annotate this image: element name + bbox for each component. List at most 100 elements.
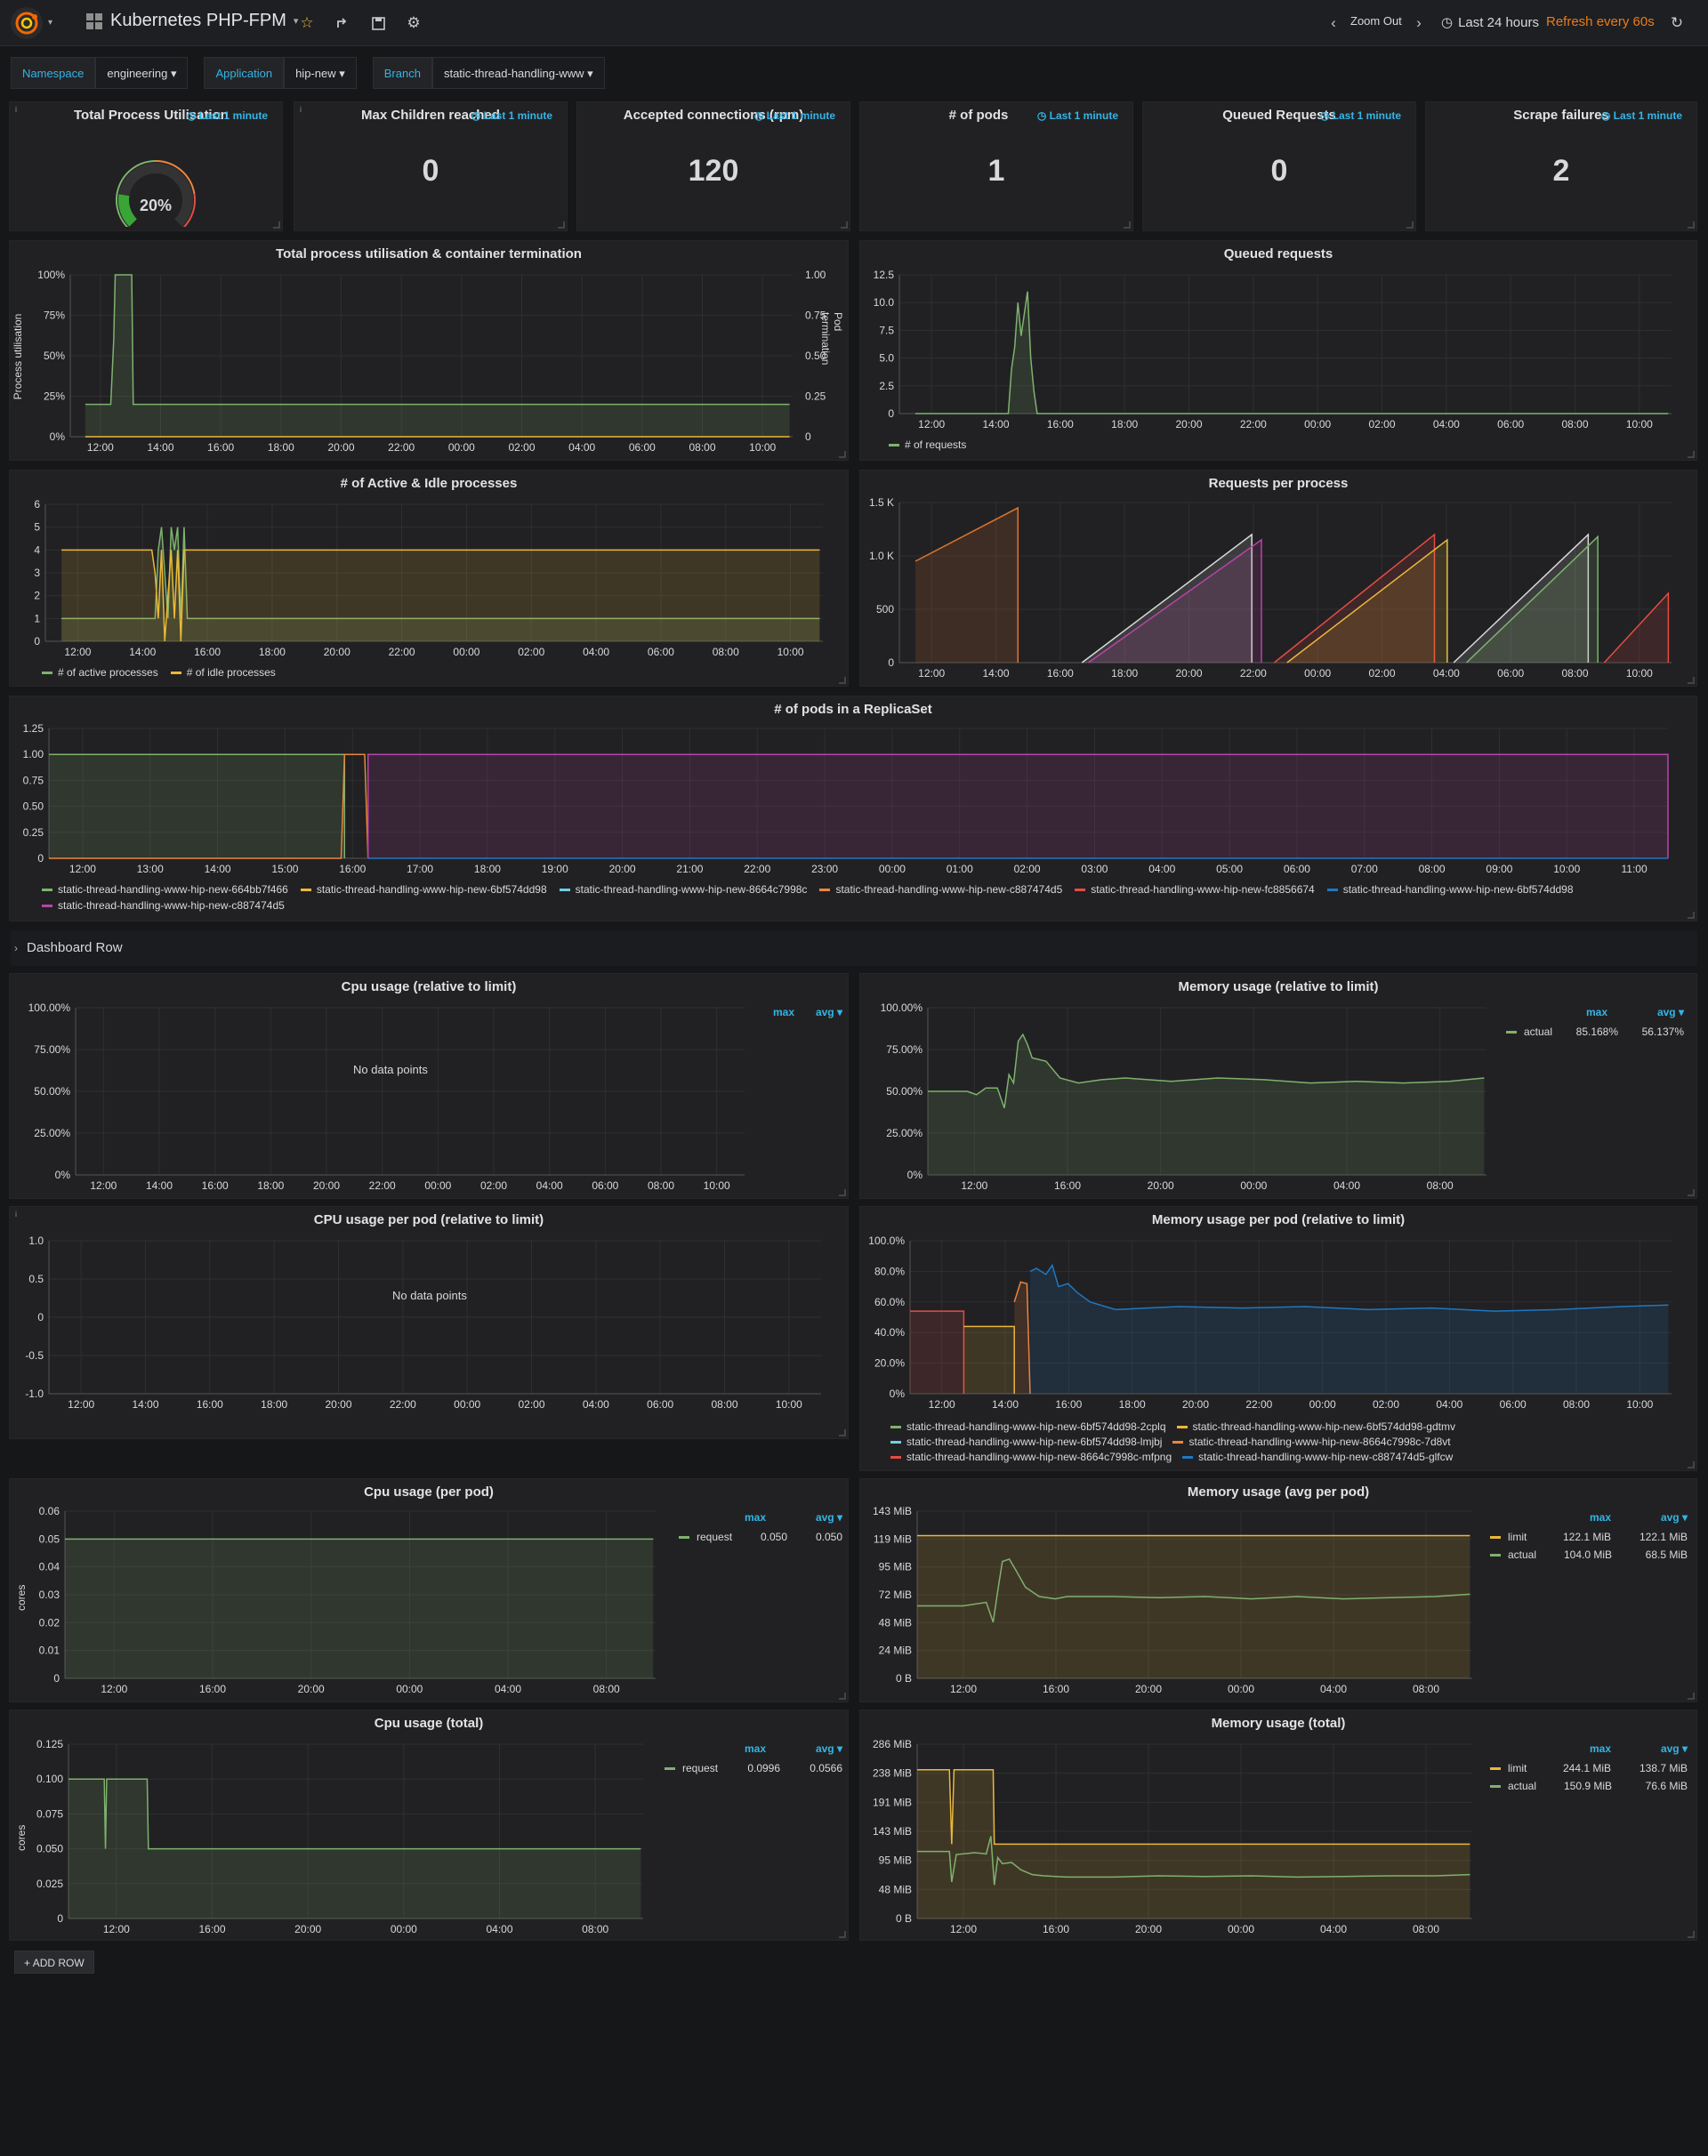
- cpu-pod-chart[interactable]: 12:00 14:00 16:00 18:00 20:00 22:00 00:00 02:00…: [10, 1207, 848, 1438]
- legend-row[interactable]: actual 150.9 MiB 76.6 MiB: [1490, 1780, 1688, 1792]
- legend-item[interactable]: static-thread-handling-www-hip-new-8664c…: [559, 883, 807, 896]
- resize-handle[interactable]: [1688, 221, 1695, 229]
- legend-row[interactable]: actual 85.168% 56.137%: [1506, 1026, 1684, 1038]
- legend-col-avg[interactable]: avg ▾: [815, 1006, 842, 1018]
- chevron-left-icon[interactable]: ‹: [1331, 14, 1336, 31]
- legend-row[interactable]: limit 244.1 MiB 138.7 MiB: [1490, 1762, 1688, 1774]
- legend-col-max[interactable]: max: [1585, 1006, 1607, 1018]
- legend-col-avg[interactable]: avg ▾: [815, 1742, 842, 1755]
- legend-col-max[interactable]: max: [772, 1006, 794, 1018]
- var-select-namespace[interactable]: engineering ▾: [95, 57, 189, 89]
- resize-handle[interactable]: [839, 1429, 846, 1436]
- legend-row[interactable]: actual 104.0 MiB 68.5 MiB: [1490, 1549, 1688, 1561]
- stat-panel-scrape-failures[interactable]: Scrape failures ◷ Last 1 minute 2: [1425, 101, 1697, 231]
- var-select-application[interactable]: hip-new ▾: [284, 57, 357, 89]
- replica-chart[interactable]: 12:00 13:00 14:00 15:00 16:00 17:00 18:00 19:00…: [10, 696, 1696, 921]
- graph-panel-util[interactable]: Total process utilisation & container te…: [9, 240, 849, 461]
- resize-handle[interactable]: [839, 1693, 846, 1700]
- cpu-per-pod-chart[interactable]: 12:00 16:00 20:00 00:00 04:00 08:00 0 0.01 0.02 0…: [10, 1479, 848, 1701]
- dashboard-picker[interactable]: Kubernetes PHP-FPM ▾: [85, 11, 298, 31]
- resize-handle[interactable]: [558, 221, 565, 229]
- time-picker[interactable]: ◷ Last 24 hours: [1441, 14, 1539, 31]
- graph-panel-active[interactable]: # of Active & Idle processes 12:00 14:00 1…: [9, 470, 849, 687]
- info-icon[interactable]: i: [300, 105, 302, 114]
- resize-handle[interactable]: [839, 451, 846, 458]
- cpu-rel-chart[interactable]: 12:00 14:00 16:00 18:00 20:00 22:00 00:00 02:00…: [10, 974, 848, 1198]
- legend-item[interactable]: # of active processes: [42, 666, 158, 679]
- resize-handle[interactable]: [1688, 451, 1695, 458]
- legend-item[interactable]: static-thread-handling-www-hip-new-c8874…: [1182, 1451, 1453, 1463]
- legend-item[interactable]: static-thread-handling-www-hip-new-8664c…: [890, 1451, 1172, 1463]
- resize-handle[interactable]: [839, 1189, 846, 1196]
- var-select-branch[interactable]: static-thread-handling-www ▾: [431, 57, 605, 89]
- stat-panel-queued-requests[interactable]: Queued Requests ◷ Last 1 minute 0: [1142, 101, 1416, 231]
- legend-item[interactable]: static-thread-handling-www-hip-new-6bf57…: [1176, 1420, 1455, 1433]
- legend-col-max[interactable]: max: [1589, 1742, 1611, 1755]
- resize-handle[interactable]: [1688, 1931, 1695, 1938]
- resize-handle[interactable]: [1688, 912, 1695, 919]
- star-icon[interactable]: ☆: [300, 14, 314, 31]
- resize-handle[interactable]: [273, 221, 280, 229]
- mem-total-chart[interactable]: 12:00 16:00 20:00 00:00 04:00 08:00 0 B 48 MiB 9…: [860, 1710, 1696, 1940]
- legend-row[interactable]: request 0.0996 0.0566: [665, 1762, 842, 1774]
- resize-handle[interactable]: [1406, 221, 1414, 229]
- legend-col-max[interactable]: max: [744, 1742, 766, 1755]
- cpu-total-chart[interactable]: 12:00 16:00 20:00 00:00 04:00 08:00 0 0.025 0.05…: [10, 1710, 848, 1940]
- legend-item[interactable]: static-thread-handling-www-hip-new-8664c…: [1172, 1436, 1451, 1448]
- resize-handle[interactable]: [839, 677, 846, 684]
- graph-panel-mem-total[interactable]: Memory usage (total) 12:00 16:00 20:00 00:0…: [859, 1710, 1697, 1941]
- graph-panel-mem-rel[interactable]: Memory usage (relative to limit) 12:00 16…: [859, 973, 1697, 1199]
- legend-item[interactable]: static-thread-handling-www-hip-new-c8874…: [819, 883, 1062, 896]
- legend-col-avg[interactable]: avg ▾: [1660, 1511, 1688, 1524]
- legend-item[interactable]: static-thread-handling-www-hip-new-fc885…: [1075, 883, 1315, 896]
- resize-handle[interactable]: [1688, 677, 1695, 684]
- util-chart[interactable]: 12:00 14:00 16:00 18:00 20:00 22:00 00:00 02:00…: [10, 241, 848, 460]
- resize-handle[interactable]: [841, 221, 848, 229]
- legend-item[interactable]: # of idle processes: [170, 666, 276, 679]
- legend-col-max[interactable]: max: [1589, 1511, 1611, 1524]
- mem-pod-chart[interactable]: 12:00 14:00 16:00 18:00 20:00 22:00 00:00 02:00…: [860, 1207, 1696, 1470]
- graph-panel-cpu-per-pod[interactable]: Cpu usage (per pod) 12:00 16:00 20:00 00:00…: [9, 1478, 849, 1702]
- legend-item[interactable]: static-thread-handling-www-hip-new-664bb…: [42, 883, 288, 896]
- legend-col-max[interactable]: max: [744, 1511, 766, 1524]
- graph-panel-rpp[interactable]: Requests per process 12:00 14:00 16:00 18:0…: [859, 470, 1697, 687]
- legend-item[interactable]: static-thread-handling-www-hip-new-6bf57…: [1326, 883, 1574, 896]
- legend-item[interactable]: static-thread-handling-www-hip-new-6bf57…: [300, 883, 547, 896]
- graph-panel-cpu-pod[interactable]: i CPU usage per pod (relative to limit) …: [9, 1206, 849, 1439]
- dashboard-row-toggle[interactable]: › Dashboard Row: [11, 930, 1697, 966]
- graph-panel-cpu-total[interactable]: Cpu usage (total) 12:00 16:00 20:00 00:00 04…: [9, 1710, 849, 1941]
- mem-avg-pod-chart[interactable]: 12:00 16:00 20:00 00:00 04:00 08:00 0 B 24 MiB 4…: [860, 1479, 1696, 1701]
- active-chart[interactable]: 12:00 14:00 16:00 18:00 20:00 22:00 00:00 02:00…: [10, 471, 848, 686]
- legend-item[interactable]: # of requests: [889, 438, 966, 451]
- legend-item[interactable]: static-thread-handling-www-hip-new-6bf57…: [890, 1420, 1166, 1433]
- resize-handle[interactable]: [839, 1931, 846, 1938]
- zoom-out-button[interactable]: Zoom Out: [1350, 14, 1402, 28]
- graph-panel-cpu-rel[interactable]: Cpu usage (relative to limit) 12:00 14:00…: [9, 973, 849, 1199]
- stat-panel-process-utilisation[interactable]: i Total Process Utilisation ◷ Last 1 min…: [9, 101, 283, 231]
- resize-handle[interactable]: [1688, 1693, 1695, 1700]
- grafana-logo-icon[interactable]: [11, 7, 43, 39]
- refresh-interval[interactable]: Refresh every 60s: [1546, 14, 1655, 29]
- legend-row[interactable]: request 0.050 0.050: [679, 1531, 842, 1543]
- info-icon[interactable]: i: [15, 105, 17, 114]
- legend-item[interactable]: static-thread-handling-www-hip-new-6bf57…: [890, 1436, 1162, 1448]
- logo-caret-icon[interactable]: ▾: [48, 18, 53, 28]
- stat-panel-pods[interactable]: # of pods ◷ Last 1 minute 1: [859, 101, 1133, 231]
- legend-col-avg[interactable]: avg ▾: [1656, 1006, 1684, 1018]
- refresh-icon[interactable]: ↻: [1670, 14, 1684, 31]
- graph-panel-mem-avg-pod[interactable]: Memory usage (avg per pod) 12:00 16:00 20:…: [859, 1478, 1697, 1702]
- resize-handle[interactable]: [1124, 221, 1131, 229]
- add-row-button[interactable]: + ADD ROW: [14, 1951, 94, 1974]
- graph-panel-mem-pod[interactable]: Memory usage per pod (relative to limit)…: [859, 1206, 1697, 1471]
- resize-handle[interactable]: [1688, 1189, 1695, 1196]
- graph-panel-replica[interactable]: # of pods in a ReplicaSet 12:00 13:00 14:0…: [9, 696, 1697, 921]
- share-icon[interactable]: [333, 13, 352, 33]
- resize-handle[interactable]: [1688, 1461, 1695, 1468]
- gear-icon[interactable]: ⚙: [407, 14, 421, 31]
- graph-panel-queued[interactable]: Queued requests 12:00 14:00 16:00 18:00 20:0…: [859, 240, 1697, 461]
- info-icon[interactable]: i: [15, 1210, 17, 1219]
- mem-rel-chart[interactable]: 12:00 16:00 20:00 00:00 04:00 08:00 0% 25.00% 50…: [860, 974, 1696, 1198]
- legend-row[interactable]: limit 122.1 MiB 122.1 MiB: [1490, 1531, 1688, 1543]
- chevron-right-icon[interactable]: ›: [1416, 14, 1422, 31]
- legend-item[interactable]: static-thread-handling-www-hip-new-c8874…: [42, 899, 285, 912]
